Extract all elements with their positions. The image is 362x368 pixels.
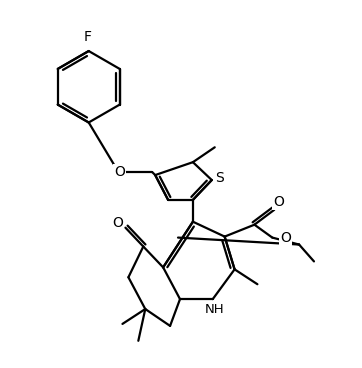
Text: O: O <box>114 165 125 179</box>
Text: O: O <box>112 216 123 230</box>
Text: F: F <box>84 30 92 44</box>
Text: S: S <box>215 171 224 185</box>
Text: NH: NH <box>205 302 224 315</box>
Text: O: O <box>280 231 291 245</box>
Text: O: O <box>273 195 284 209</box>
